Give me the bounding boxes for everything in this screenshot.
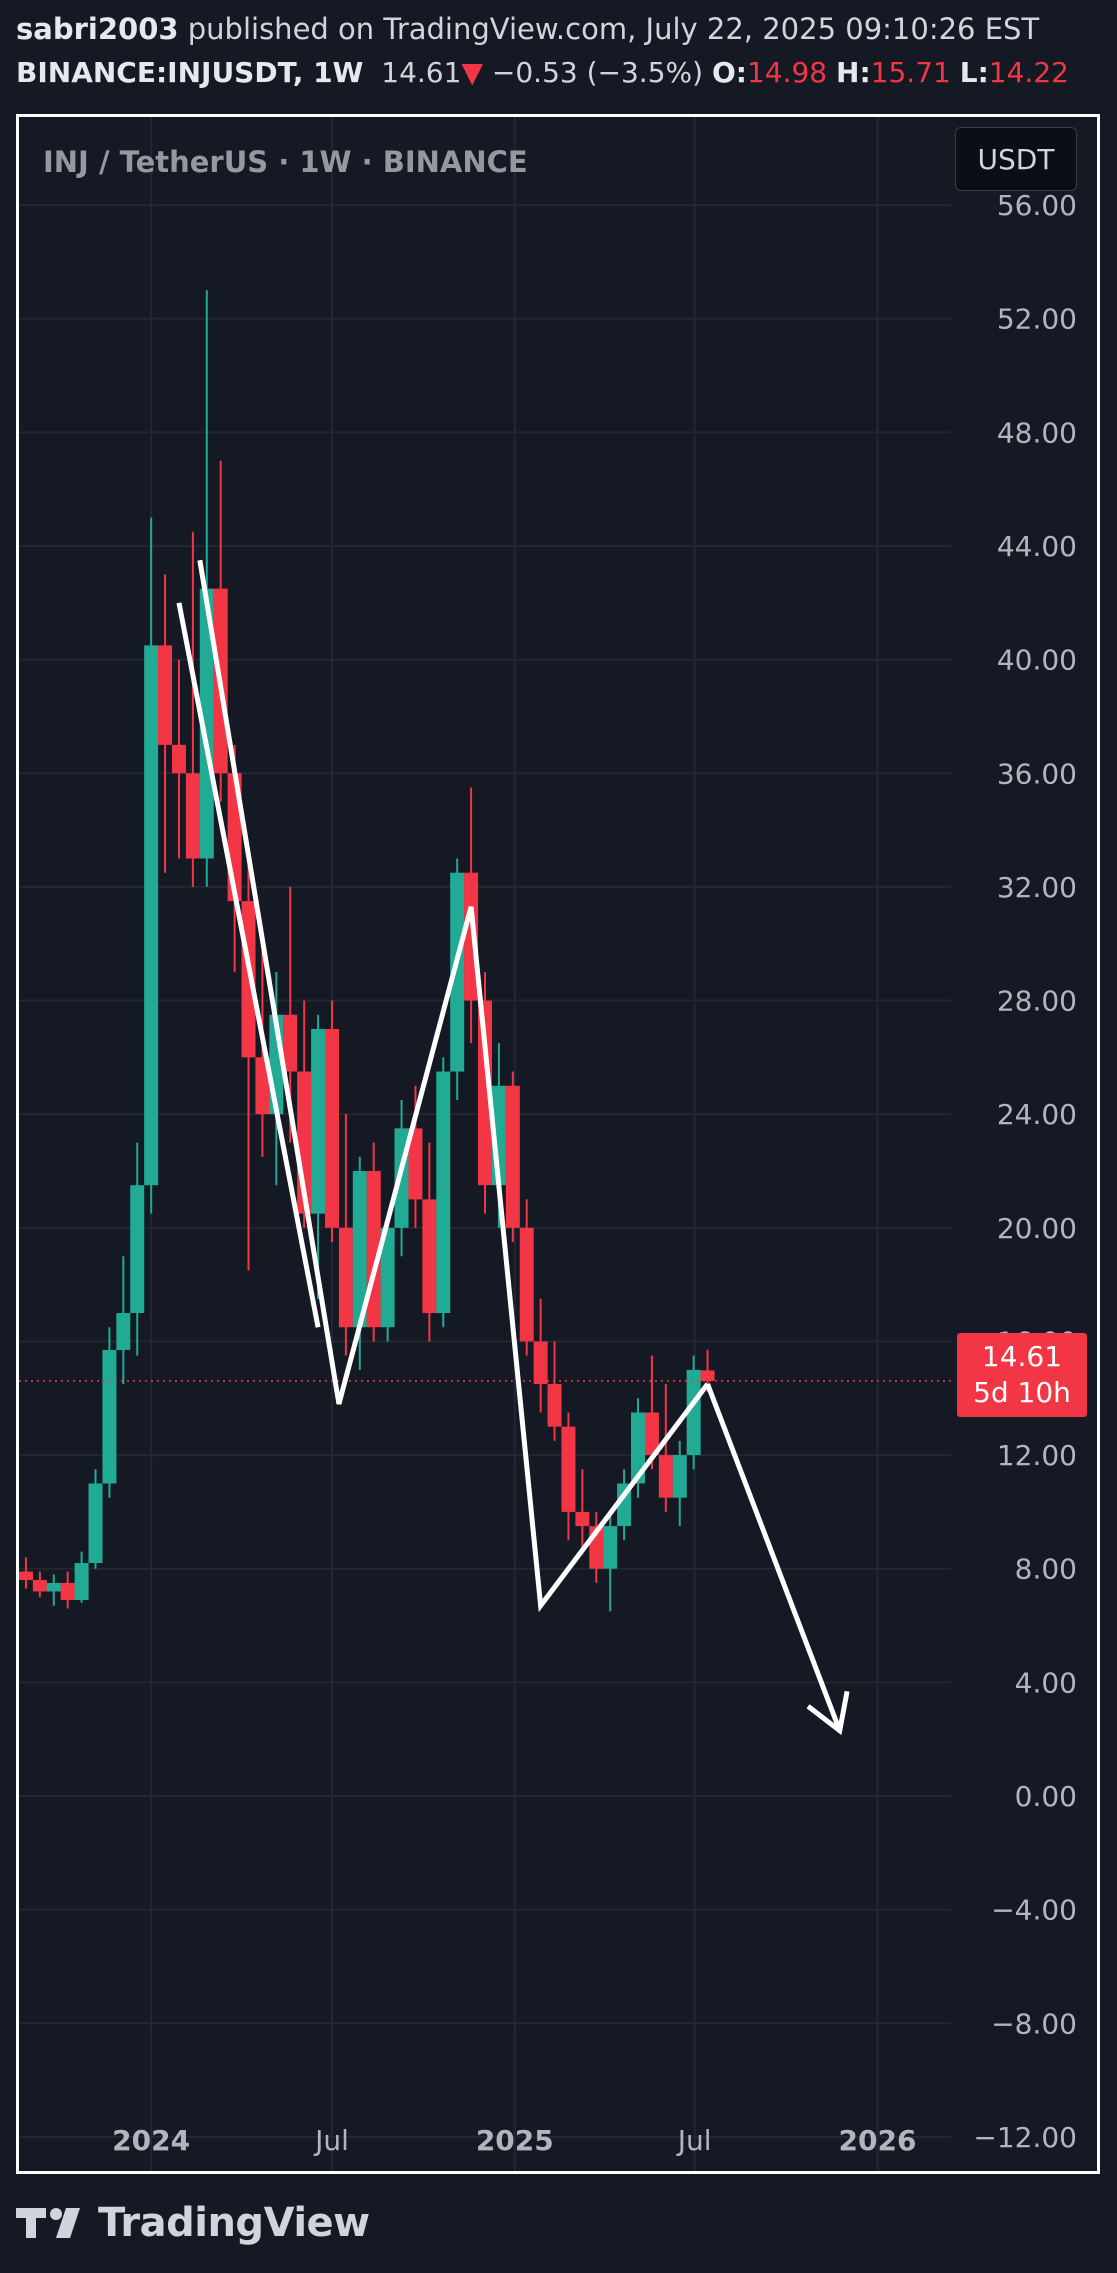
low-value: 14.22 bbox=[988, 56, 1069, 89]
candle-body bbox=[60, 1582, 75, 1600]
chart-frame: 56.00 52.00 48.00 44.00 40.00 36.00 32.00 28.00… bbox=[16, 114, 1100, 2174]
candle-body bbox=[255, 1057, 270, 1115]
candle-body bbox=[102, 1349, 117, 1484]
candle-body bbox=[408, 1128, 423, 1200]
price-axis-label: 48.00 bbox=[997, 416, 1077, 449]
candle-body bbox=[422, 1199, 437, 1314]
price-axis-label: 32.00 bbox=[997, 871, 1077, 904]
candle-body bbox=[505, 1085, 520, 1228]
time-axis-label: 2026 bbox=[839, 2124, 917, 2157]
tradingview-logo-text: TradingView bbox=[98, 2200, 370, 2246]
trend-drawing bbox=[176, 602, 321, 1328]
candle-body bbox=[46, 1582, 61, 1592]
price-axis-label: 28.00 bbox=[997, 985, 1077, 1018]
candle-body bbox=[478, 1000, 492, 1186]
price-axis-label: 40.00 bbox=[997, 644, 1077, 677]
price-chart[interactable]: 56.00 52.00 48.00 44.00 40.00 36.00 32.00 28.00… bbox=[19, 117, 1097, 2171]
price-axis-label: 24.00 bbox=[997, 1098, 1077, 1131]
candle-body bbox=[19, 1571, 33, 1581]
tradingview-logo-icon bbox=[16, 2208, 80, 2238]
symbol-quote-line: BINANCE:INJUSDT, 1W 14.61▼ −0.53 (−3.5%)… bbox=[16, 56, 1069, 89]
last-price: 14.61 bbox=[381, 56, 462, 89]
published-text: published on TradingView.com, July 22, 2… bbox=[187, 12, 1040, 46]
current-price-label: 14.61 bbox=[981, 1340, 1063, 1373]
price-axis-label: 12.00 bbox=[997, 1439, 1077, 1472]
candle-body bbox=[32, 1580, 47, 1592]
published-line: sabri2003 published on TradingView.com, … bbox=[16, 12, 1039, 46]
candle-body bbox=[658, 1455, 673, 1498]
candle-body bbox=[74, 1563, 89, 1600]
price-axis-label: 8.00 bbox=[1015, 1553, 1077, 1586]
price-axis-label: 44.00 bbox=[997, 530, 1077, 563]
price-change: −0.53 (−3.5%) bbox=[491, 56, 704, 89]
price-axis-label: 4.00 bbox=[1015, 1666, 1077, 1699]
price-axis-label: 20.00 bbox=[997, 1212, 1077, 1245]
bar-countdown-label: 5d 10h bbox=[973, 1376, 1071, 1409]
candle-body bbox=[700, 1370, 715, 1381]
candle-body bbox=[199, 588, 214, 859]
price-axis-label: 36.00 bbox=[997, 757, 1077, 790]
candle-body bbox=[130, 1185, 145, 1314]
candle-body bbox=[88, 1483, 103, 1564]
price-axis-label: 52.00 bbox=[997, 303, 1077, 336]
candle-body bbox=[561, 1426, 576, 1512]
candle-body bbox=[686, 1369, 701, 1456]
candle-body bbox=[450, 872, 465, 1072]
candle-body bbox=[644, 1412, 659, 1456]
trend-drawing bbox=[197, 559, 710, 1613]
candle-body bbox=[575, 1511, 590, 1527]
candle-body bbox=[158, 645, 173, 745]
time-axis-label: 2024 bbox=[112, 2124, 190, 2157]
down-arrow-icon: ▼ bbox=[461, 56, 483, 89]
candle-body bbox=[352, 1170, 367, 1328]
candle-body bbox=[533, 1341, 548, 1385]
candle-body bbox=[547, 1384, 562, 1427]
price-axis-label: 56.00 bbox=[997, 189, 1077, 222]
current-price-tag: 14.61 5d 10h bbox=[957, 1333, 1087, 1417]
chart-legend: INJ / TetherUS · 1W · BINANCE bbox=[43, 145, 528, 179]
candle-body bbox=[283, 1014, 298, 1072]
candle-body bbox=[144, 645, 159, 1186]
price-axis-label: −4.00 bbox=[991, 1894, 1077, 1927]
tradingview-footer: TradingView bbox=[16, 2200, 370, 2246]
candle-body bbox=[116, 1313, 131, 1350]
candle-body bbox=[631, 1412, 646, 1484]
high-label: H: bbox=[836, 56, 871, 89]
candle-body bbox=[380, 1227, 395, 1328]
time-axis-label: Jul bbox=[676, 2124, 712, 2157]
open-value: 14.98 bbox=[746, 56, 828, 89]
candle-body bbox=[603, 1526, 618, 1569]
low-label: L: bbox=[959, 56, 989, 89]
open-label: O: bbox=[711, 56, 747, 89]
candle-body bbox=[436, 1071, 451, 1314]
price-axis-label: 0.00 bbox=[1015, 1780, 1077, 1813]
candle-body bbox=[519, 1227, 534, 1342]
candle-body bbox=[672, 1455, 687, 1498]
time-axis-label: 2025 bbox=[476, 2124, 554, 2157]
author-name[interactable]: sabri2003 bbox=[16, 12, 179, 46]
candle-body bbox=[464, 872, 479, 1001]
candle-body bbox=[171, 744, 186, 774]
high-value: 15.71 bbox=[870, 56, 951, 89]
time-axis-label: Jul bbox=[313, 2124, 349, 2157]
candle-body bbox=[324, 1028, 339, 1228]
price-axis-label: −12.00 bbox=[973, 2121, 1077, 2154]
arrow-shaft bbox=[705, 1383, 843, 1732]
currency-button[interactable]: USDT bbox=[955, 127, 1077, 191]
candle-body bbox=[185, 773, 200, 859]
symbol-name: BINANCE:INJUSDT, 1W bbox=[16, 56, 364, 89]
candle-body bbox=[311, 1028, 326, 1214]
candle-body bbox=[338, 1227, 353, 1328]
arrow-head bbox=[806, 1690, 850, 1736]
price-axis-label: −8.00 bbox=[991, 2007, 1077, 2040]
